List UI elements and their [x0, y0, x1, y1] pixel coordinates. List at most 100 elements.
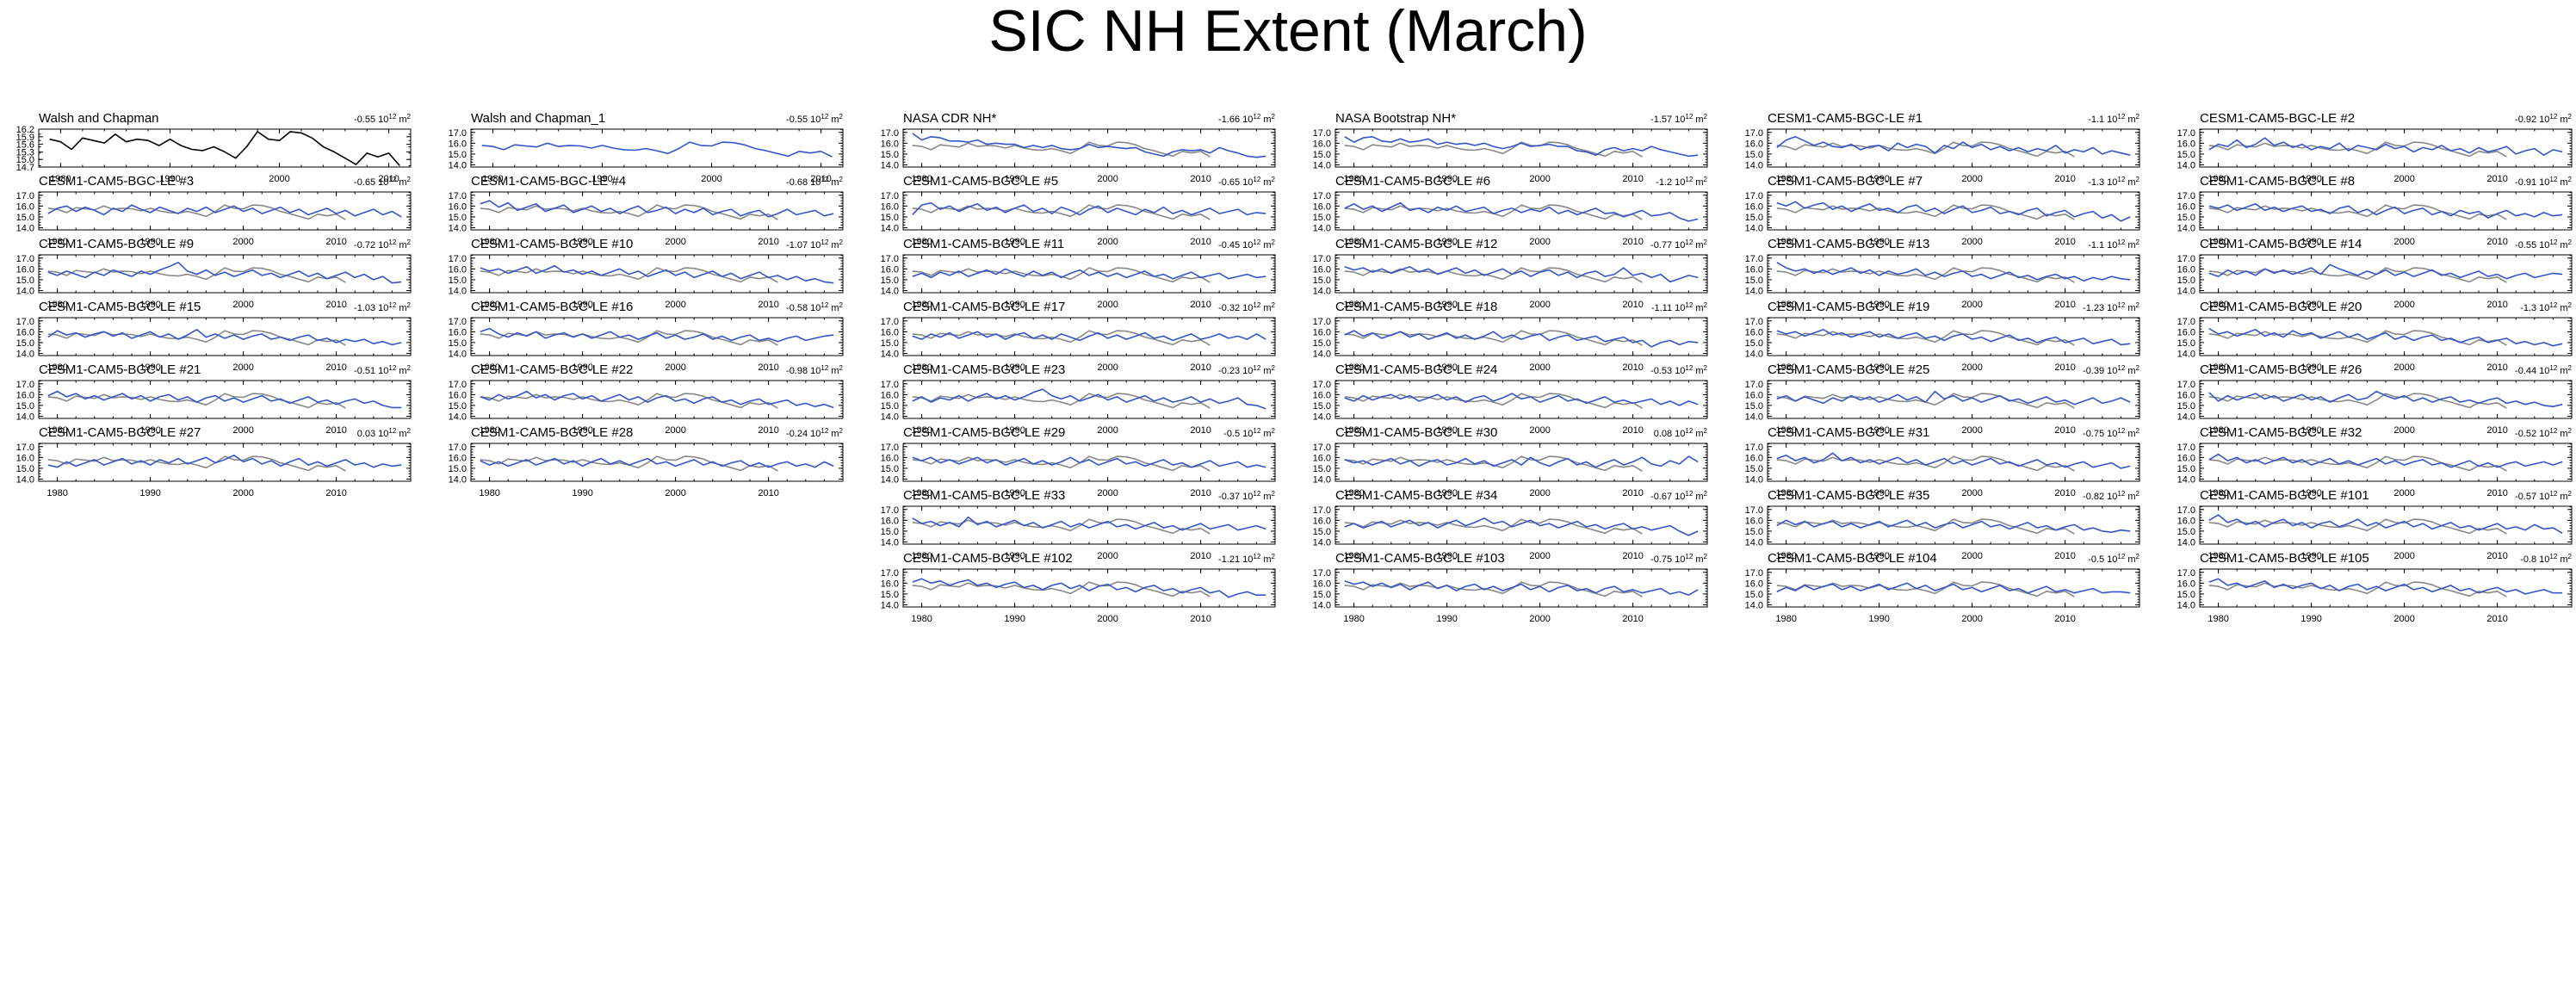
y-tick-label: 16.0 — [881, 139, 899, 149]
panel-trend: -0.91 1012 m2 — [2515, 176, 2573, 188]
x-tick-label: 1990 — [1868, 300, 1889, 310]
x-tick-label: 1980 — [479, 488, 499, 498]
plot-frame — [1334, 317, 1708, 356]
x-tick-label: 1980 — [1343, 300, 1364, 310]
panel-trend: -0.24 1012 m2 — [786, 427, 844, 439]
panel-trend: -0.58 1012 m2 — [786, 301, 844, 313]
y-tick-label: 15.0 — [1313, 150, 1331, 160]
y-tick-label: 17.0 — [881, 380, 899, 390]
series-line — [2208, 581, 2507, 597]
plot-frame — [1334, 128, 1708, 168]
x-tick-label: 1980 — [50, 174, 71, 184]
panel-trend: -1.21 1012 m2 — [1218, 553, 1276, 565]
y-tick-label: 15.0 — [1313, 464, 1331, 474]
y-tick-label: 15.0 — [881, 213, 899, 223]
series-line — [480, 327, 834, 343]
series-line — [1344, 267, 1643, 283]
series-line — [480, 204, 778, 220]
y-tick-label: 17.0 — [1313, 128, 1331, 139]
y-tick-label: 15.0 — [2177, 401, 2195, 412]
series-line — [912, 204, 1211, 220]
y-tick-label: 14.0 — [2177, 474, 2195, 485]
panel-trend: -0.65 1012 m2 — [354, 176, 412, 188]
series-line — [1344, 204, 1643, 220]
y-tick-label: 15.0 — [2177, 150, 2195, 160]
panel-28: CESM1-CAM5-BGC-LE #25 -0.39 1012 m2 17.016… — [1745, 362, 2140, 436]
x-tick-label: 2000 — [665, 300, 685, 310]
y-tick-label: 16.0 — [881, 201, 899, 212]
y-tick-label: 14.0 — [1745, 537, 1763, 548]
panel-15: CESM1-CAM5-BGC-LE #12 -0.77 1012 m2 17.016… — [1313, 237, 1708, 310]
y-tick-label: 16.0 — [16, 453, 34, 463]
x-tick-label: 2010 — [758, 237, 778, 247]
panel-trend: -1.07 1012 m2 — [786, 238, 844, 251]
y-tick-label: 15.0 — [16, 213, 34, 223]
y-tick-label: 15.0 — [881, 590, 899, 600]
series-line — [1344, 455, 1699, 468]
y-tick-label: 15.0 — [1745, 527, 1763, 537]
y-tick-label: 17.0 — [881, 568, 899, 579]
panel-17: CESM1-CAM5-BGC-LE #14 -0.55 1012 m2 17.016… — [2177, 237, 2573, 310]
x-tick-label: 1990 — [1436, 614, 1457, 624]
panel-25: CESM1-CAM5-BGC-LE #22 -0.98 1012 m2 17.016… — [449, 362, 844, 436]
series-line — [49, 131, 400, 167]
panel-title: CESM1-CAM5-BGC-LE #6 — [1335, 174, 1490, 189]
y-tick-label: 15.0 — [881, 276, 899, 286]
panel-31: CESM1-CAM5-BGC-LE #28 -0.24 1012 m2 17.016… — [449, 425, 844, 498]
series-line — [480, 264, 834, 284]
panel-trend: -0.68 1012 m2 — [786, 176, 844, 188]
panel-trend: -1.3 1012 m2 — [2088, 176, 2139, 188]
series-line — [1776, 582, 2131, 594]
x-tick-label: 1990 — [1004, 174, 1025, 184]
series-line — [912, 581, 1211, 597]
y-tick-label: 14.0 — [881, 600, 899, 610]
y-tick-label: 17.0 — [2177, 380, 2195, 390]
panel-33: CESM1-CAM5-BGC-LE #30 0.08 1012 m2 17.016.… — [1313, 425, 1708, 498]
series-line — [2208, 137, 2563, 156]
plot-frame — [2199, 254, 2573, 294]
panel-title: CESM1-CAM5-BGC-LE #103 — [1335, 551, 1505, 566]
y-tick-label: 14.0 — [449, 412, 467, 422]
x-tick-label: 1980 — [1343, 174, 1364, 184]
y-tick-label: 16.0 — [16, 390, 34, 400]
y-tick-label: 17.0 — [881, 254, 899, 264]
series-line — [1344, 330, 1643, 346]
series-line — [2208, 453, 2563, 468]
y-tick-label: 14.0 — [16, 474, 34, 485]
x-tick-label: 2010 — [1622, 551, 1643, 561]
y-tick-label: 17.0 — [1745, 380, 1763, 390]
panel-23: CESM1-CAM5-BGC-LE #20 -1.3 1012 m2 17.016.… — [2177, 300, 2573, 373]
x-tick-label: 1980 — [46, 300, 67, 310]
y-tick-label: 17.0 — [1745, 254, 1763, 264]
panel-title: CESM1-CAM5-BGC-LE #34 — [1335, 488, 1497, 503]
x-tick-label: 1980 — [911, 488, 932, 498]
y-tick-label: 14.0 — [2177, 537, 2195, 548]
x-tick-label: 1980 — [1775, 614, 1796, 624]
x-tick-label: 2010 — [1622, 174, 1643, 184]
x-tick-label: 1990 — [572, 488, 592, 498]
x-tick-label: 1980 — [2208, 488, 2228, 498]
y-tick-label: 14.0 — [1745, 349, 1763, 359]
y-tick-label: 17.0 — [2177, 254, 2195, 264]
panel-10: CESM1-CAM5-BGC-LE #7 -1.3 1012 m2 17.016.0… — [1745, 174, 2140, 247]
x-tick-label: 1980 — [911, 174, 932, 184]
panel-title: CESM1-CAM5-BGC-LE #101 — [2200, 488, 2369, 503]
x-tick-label: 1980 — [1343, 614, 1364, 624]
panel-title: CESM1-CAM5-BGC-LE #7 — [1768, 174, 1923, 189]
panel-1: Walsh and Chapman_1 -0.55 1012 m2 17.016.0… — [449, 111, 844, 184]
series-line — [912, 578, 1266, 598]
y-tick-label: 15.0 — [1313, 213, 1331, 223]
y-tick-label: 15.0 — [16, 464, 34, 474]
y-tick-label: 14.0 — [881, 160, 899, 170]
x-tick-label: 2010 — [325, 300, 346, 310]
panel-27: CESM1-CAM5-BGC-LE #24 -0.53 1012 m2 17.016… — [1313, 362, 1708, 436]
panel-trend: -0.75 1012 m2 — [1650, 553, 1708, 565]
y-tick-label: 16.0 — [449, 327, 467, 337]
y-tick-label: 15.0 — [16, 401, 34, 412]
x-tick-label: 2010 — [1622, 362, 1643, 373]
x-tick-label: 1990 — [1004, 425, 1025, 436]
y-tick-label: 15.0 — [449, 401, 467, 412]
panel-title: CESM1-CAM5-BGC-LE #22 — [471, 362, 633, 377]
panel-title: CESM1-CAM5-BGC-LE #19 — [1768, 300, 1929, 314]
